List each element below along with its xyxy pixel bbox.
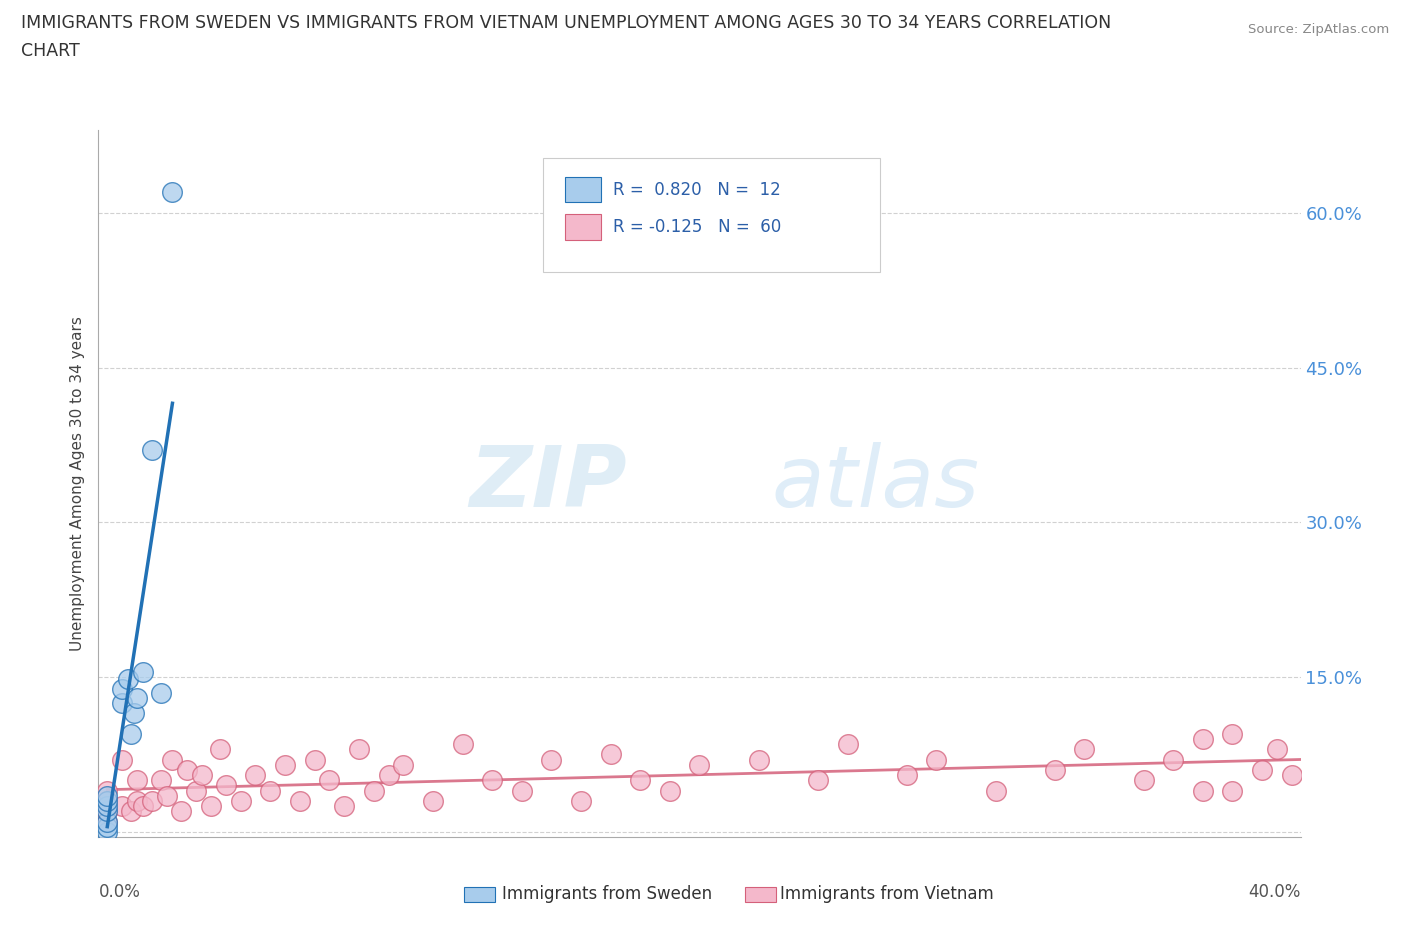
Text: Immigrants from Sweden: Immigrants from Sweden <box>502 884 711 903</box>
Point <box>318 773 340 788</box>
Text: ZIP: ZIP <box>470 442 627 525</box>
Point <box>96 799 118 814</box>
Point <box>149 685 172 700</box>
Point <box>896 767 918 782</box>
Point <box>111 682 134 697</box>
Point <box>117 671 139 686</box>
Point <box>155 789 177 804</box>
Text: CHART: CHART <box>21 42 80 60</box>
Point <box>111 752 134 767</box>
Bar <box>565 214 600 240</box>
Point <box>141 443 163 458</box>
Point <box>1251 763 1274 777</box>
Point <box>377 767 399 782</box>
Text: atlas: atlas <box>772 442 980 525</box>
Point <box>96 783 118 798</box>
Point <box>304 752 326 767</box>
Point <box>149 773 172 788</box>
Point <box>688 757 710 772</box>
Point <box>748 752 770 767</box>
Text: Source: ZipAtlas.com: Source: ZipAtlas.com <box>1249 23 1389 36</box>
Point <box>1265 742 1288 757</box>
Point <box>363 783 385 798</box>
Point <box>125 690 148 705</box>
Point <box>208 742 231 757</box>
Point <box>111 799 134 814</box>
Point <box>259 783 281 798</box>
Point <box>569 793 592 808</box>
Point <box>96 814 118 829</box>
Point <box>120 726 142 741</box>
Point <box>481 773 503 788</box>
Point <box>1161 752 1184 767</box>
Point <box>422 793 444 808</box>
Point <box>132 799 155 814</box>
Point <box>658 783 681 798</box>
Point <box>162 752 184 767</box>
Point <box>170 804 193 818</box>
FancyBboxPatch shape <box>543 158 880 272</box>
Point <box>984 783 1007 798</box>
Point <box>111 696 134 711</box>
Point <box>191 767 214 782</box>
Point <box>288 793 311 808</box>
Point <box>120 804 142 818</box>
Point <box>1192 783 1215 798</box>
Point <box>628 773 651 788</box>
Point <box>347 742 370 757</box>
Point <box>1222 726 1244 741</box>
Point <box>333 799 356 814</box>
Point <box>96 793 118 808</box>
Point <box>1132 773 1154 788</box>
Point <box>96 824 118 839</box>
Point <box>176 763 198 777</box>
Point <box>200 799 222 814</box>
Text: R = -0.125   N =  60: R = -0.125 N = 60 <box>613 218 782 236</box>
Point <box>1281 767 1303 782</box>
Point <box>1043 763 1066 777</box>
Point <box>122 706 145 721</box>
Point <box>807 773 830 788</box>
Point <box>96 804 118 818</box>
Point <box>1192 732 1215 747</box>
Point <box>925 752 948 767</box>
Text: Immigrants from Vietnam: Immigrants from Vietnam <box>780 884 994 903</box>
Point <box>125 773 148 788</box>
Point <box>392 757 415 772</box>
Point <box>184 783 207 798</box>
Text: 0.0%: 0.0% <box>98 883 141 901</box>
Text: 40.0%: 40.0% <box>1249 883 1301 901</box>
Point <box>451 737 474 751</box>
Point <box>96 789 118 804</box>
Point <box>125 793 148 808</box>
Point <box>162 185 184 200</box>
Text: IMMIGRANTS FROM SWEDEN VS IMMIGRANTS FROM VIETNAM UNEMPLOYMENT AMONG AGES 30 TO : IMMIGRANTS FROM SWEDEN VS IMMIGRANTS FRO… <box>21 14 1111 32</box>
Point <box>245 767 267 782</box>
Point <box>510 783 533 798</box>
Point <box>1073 742 1095 757</box>
Point <box>215 778 238 793</box>
Text: R =  0.820   N =  12: R = 0.820 N = 12 <box>613 180 780 199</box>
Point <box>96 804 118 818</box>
Point <box>229 793 252 808</box>
Point <box>96 819 118 834</box>
Point <box>96 814 118 829</box>
Point <box>837 737 859 751</box>
Bar <box>565 177 600 203</box>
Point <box>1222 783 1244 798</box>
Point <box>274 757 297 772</box>
Point <box>132 664 155 679</box>
Point <box>141 793 163 808</box>
Point <box>540 752 562 767</box>
Point <box>599 747 621 762</box>
Point <box>96 793 118 808</box>
Y-axis label: Unemployment Among Ages 30 to 34 years: Unemployment Among Ages 30 to 34 years <box>70 316 86 651</box>
